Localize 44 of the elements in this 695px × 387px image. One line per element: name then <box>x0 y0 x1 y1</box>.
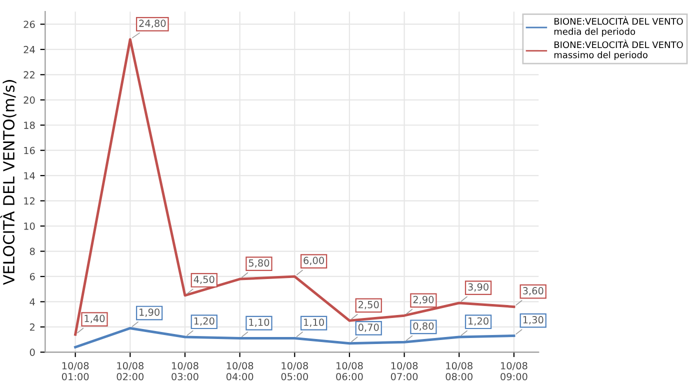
data-label: 1,20 <box>468 317 488 326</box>
data-label: 1,10 <box>249 318 270 327</box>
y-tick-label: 8 <box>30 248 35 256</box>
data-label: 0,70 <box>358 324 379 332</box>
data-label: 4,50 <box>194 276 214 284</box>
legend-label: BIONE:VELOCITÀ DEL VENTO media del periodo <box>554 16 683 37</box>
y-tick-label: 4 <box>30 298 35 306</box>
y-tick-label: 6 <box>30 272 35 280</box>
data-label: 1,40 <box>84 314 105 324</box>
data-label: 1,30 <box>523 316 544 324</box>
data-label: 1,10 <box>304 318 324 327</box>
x-tick-label: 10/08 06:00 <box>336 362 363 380</box>
y-tick-label: 14 <box>24 172 35 180</box>
x-tick-label: 10/08 03:00 <box>172 362 198 380</box>
x-tick-label: 10/08 02:00 <box>116 362 144 380</box>
data-label: 3,60 <box>523 287 544 296</box>
x-tick-label: 10/08 09:00 <box>500 362 528 380</box>
x-tick-label: 10/08 01:00 <box>62 362 89 380</box>
line-series <box>74 38 516 336</box>
data-label: 6,00 <box>304 256 324 266</box>
data-label: 5,80 <box>248 259 270 268</box>
data-label: 0,80 <box>413 322 434 331</box>
data-label: 2,50 <box>358 300 379 310</box>
data-label: 1,20 <box>194 317 214 326</box>
x-tick-label: 10/08 07:00 <box>390 362 418 380</box>
y-axis-title: VELOCITÀ DEL VENTO(m/s) <box>0 80 16 285</box>
y-tick-label: 22 <box>24 71 34 78</box>
y-tick-label: 2 <box>30 323 34 331</box>
legend-label: BIONE:VELOCITÀ DEL VENTO massimo del periodo <box>554 40 683 60</box>
y-tick-label: 10 <box>24 222 35 230</box>
y-tick-label: 24 <box>24 46 35 54</box>
x-tick-label: 10/08 04:00 <box>226 362 254 380</box>
y-tick-label: 16 <box>24 146 35 154</box>
x-tick-label: 10/08 05:00 <box>281 362 308 380</box>
y-tick-label: 20 <box>24 96 35 104</box>
data-label: 1,90 <box>140 308 160 317</box>
y-tick-label: 18 <box>24 122 35 129</box>
y-tick-label: 26 <box>24 20 35 28</box>
x-tick-label: 10/08 08:00 <box>446 362 472 380</box>
data-label: 3,90 <box>468 283 488 292</box>
y-tick-label: 0 <box>30 348 35 356</box>
data-label: 24,80 <box>139 20 166 28</box>
y-tick-label: 12 <box>24 197 34 205</box>
data-label: 2,90 <box>413 296 434 304</box>
